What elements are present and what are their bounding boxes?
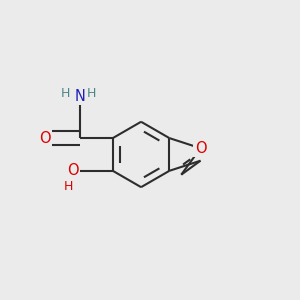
- Text: H: H: [87, 87, 96, 100]
- Text: H: H: [61, 87, 70, 100]
- Text: O: O: [67, 163, 79, 178]
- Text: O: O: [39, 130, 51, 146]
- Text: H: H: [64, 180, 74, 193]
- Text: O: O: [195, 141, 206, 156]
- Text: N: N: [75, 89, 86, 104]
